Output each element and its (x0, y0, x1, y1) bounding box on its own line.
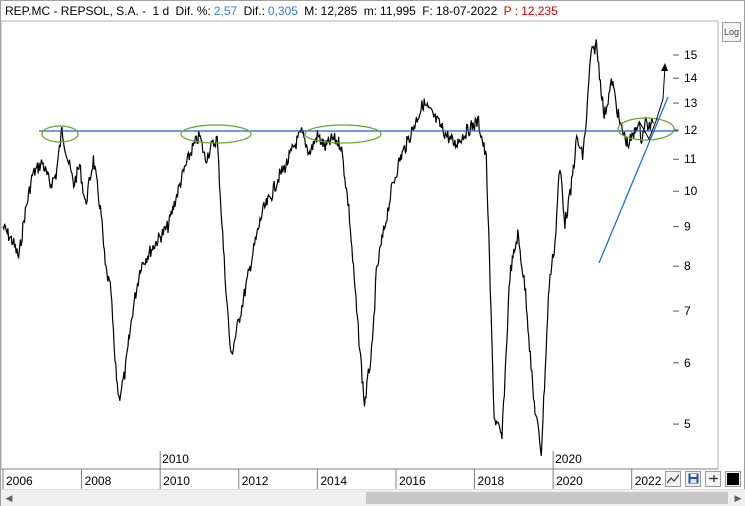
y-tick-label: 12 (684, 123, 698, 137)
y-tick-label: 9 (684, 220, 691, 234)
x-tick-label: 2008 (85, 474, 112, 488)
max-label: M: (304, 4, 318, 18)
x-axis: 2006 2008 2010 2012 2014 2016 2018 2020 2022 (2, 469, 662, 489)
chart-style-icon[interactable] (665, 470, 681, 487)
min-label: m: (363, 4, 378, 18)
price-value: 12,235 (521, 4, 558, 18)
y-tick-label: 5 (684, 417, 691, 431)
x-tick-label: 2010 (163, 474, 190, 488)
y-tick-label: 8 (684, 259, 691, 273)
max-value: 12,285 (320, 4, 358, 18)
price-label: P : (503, 4, 519, 18)
x-tick-label: 2018 (478, 474, 505, 488)
ellipse-annotation-2014[interactable] (304, 124, 382, 144)
x-tick-label: 2014 (320, 474, 347, 488)
scrollbar-thumb[interactable] (366, 492, 728, 504)
chart-header: REP.MC - REPSOL, S.A. - 1 d Dif. %: 2,57 … (5, 4, 561, 20)
y-tick-label: 7 (684, 304, 691, 318)
change-pct-label: Dif. %: (175, 4, 211, 18)
y-tick-label: 11 (684, 152, 697, 166)
y-axis: 5 6 7 8 9 10 11 12 13 14 15 (673, 48, 698, 431)
x-tick-label: 2012 (242, 474, 269, 488)
period-label: 1 d (152, 4, 170, 18)
horizontal-scrollbar[interactable]: ◀ ▶ (1, 489, 745, 506)
color-box-icon[interactable] (725, 470, 741, 487)
date-value: 18-07-2022 (435, 4, 498, 18)
year-markers: 2010 2020 (159, 451, 582, 469)
arrow-head-icon (661, 63, 668, 71)
support-trend-line[interactable] (598, 96, 669, 264)
pin-icon[interactable] (705, 470, 721, 487)
price-series-line (2, 39, 654, 456)
symbol-title: REP.MC - REPSOL, S.A. - (5, 4, 147, 18)
y-tick-label: 13 (684, 96, 698, 110)
scroll-left-arrow-icon[interactable]: ◀ (5, 493, 13, 503)
min-value: 11,995 (380, 4, 416, 18)
year-marker-label: 2010 (162, 452, 189, 466)
date-label: F: (422, 4, 433, 18)
x-tick-label: 2022 (635, 474, 662, 488)
x-tick-label: 2020 (556, 474, 583, 488)
y-tick-label: 14 (684, 71, 698, 85)
chart-toolbar (665, 470, 741, 487)
x-tick-label: 2016 (399, 474, 426, 488)
change-label: Dif.: (243, 4, 265, 18)
y-tick-label: 6 (684, 356, 691, 370)
ellipse-annotation-2022[interactable] (617, 117, 675, 141)
y-tick-label: 15 (684, 48, 698, 62)
save-icon[interactable] (685, 470, 701, 487)
ellipse-annotation-2011[interactable] (180, 124, 252, 144)
projection-arrow[interactable] (638, 65, 666, 141)
scroll-right-arrow-icon[interactable]: ▶ (734, 493, 742, 503)
change-pct-value: 2,57 (213, 4, 238, 18)
log-scale-button[interactable]: Log (722, 22, 741, 42)
change-value: 0,305 (267, 4, 298, 18)
ellipse-annotation-2007[interactable] (41, 125, 79, 143)
year-marker-label: 2020 (555, 452, 582, 466)
y-tick-label: 10 (684, 184, 698, 198)
x-tick-label: 2006 (6, 474, 33, 488)
